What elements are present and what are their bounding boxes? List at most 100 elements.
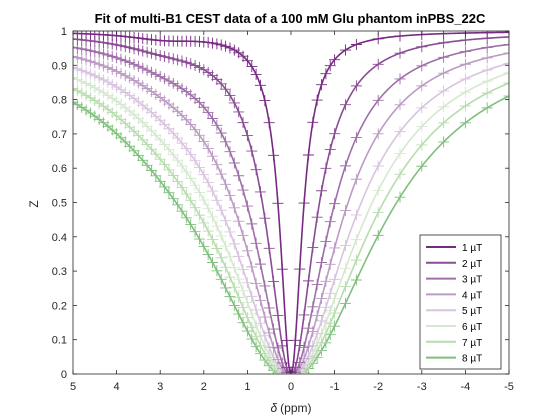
data-point-s5-64 (394, 126, 406, 138)
data-point-s2-12 (119, 41, 131, 53)
x-axis-label-symbol: δ (270, 401, 277, 415)
data-point-s4-4 (84, 55, 96, 67)
data-point-s4-41 (246, 261, 258, 273)
data-point-s6-65 (416, 120, 428, 132)
data-point-s5-0 (73, 61, 79, 73)
data-point-s4-59 (324, 258, 336, 270)
data-point-s1-16 (137, 33, 149, 45)
data-point-s1-44 (259, 95, 271, 107)
data-point-s7-63 (372, 207, 384, 219)
data-point-s4-35 (220, 178, 232, 190)
data-point-s5-9 (106, 78, 118, 90)
data-point-s5-37 (228, 238, 240, 250)
data-point-s8-41 (246, 333, 258, 345)
data-point-s3-61 (340, 160, 351, 172)
data-point-s5-11 (115, 84, 127, 96)
data-point-s5-33 (211, 194, 223, 206)
data-point-s8-21 (159, 181, 171, 193)
y-tick-label-3: 0.3 (52, 266, 67, 278)
data-point-s5-58 (320, 301, 332, 313)
data-point-s5-28 (189, 155, 201, 167)
data-point-s8-61 (340, 297, 351, 309)
data-point-s4-29 (193, 129, 205, 141)
data-point-s8-24 (172, 199, 184, 211)
data-point-s1-12 (119, 31, 131, 43)
data-point-s1-13 (124, 31, 136, 43)
data-point-s1-17 (141, 33, 153, 45)
data-point-s3-3 (80, 44, 92, 56)
data-point-s2-39 (237, 117, 249, 129)
data-point-s1-53 (298, 197, 310, 209)
legend-label-2: 2 µT (462, 259, 482, 270)
data-point-s5-6 (93, 72, 105, 84)
data-point-s8-69 (503, 90, 509, 102)
data-point-s2-42 (250, 164, 262, 176)
data-point-s5-7 (98, 74, 110, 86)
data-point-s8-28 (189, 226, 201, 238)
data-point-s5-23 (167, 127, 179, 139)
data-point-s4-39 (237, 230, 249, 242)
data-point-s7-15 (132, 130, 144, 142)
data-point-s7-30 (198, 217, 210, 229)
data-point-s8-16 (137, 154, 149, 166)
data-point-s5-2 (76, 64, 88, 76)
data-point-s5-35 (220, 215, 232, 227)
data-point-s5-59 (324, 287, 336, 299)
data-point-s3-5 (89, 46, 101, 58)
data-point-s2-43 (254, 186, 266, 198)
data-point-s5-31 (202, 177, 214, 189)
data-point-s1-42 (250, 68, 262, 80)
data-point-s6-0 (73, 72, 79, 84)
data-point-s5-10 (111, 81, 123, 93)
data-point-s6-31 (202, 202, 214, 214)
data-point-s1-52 (294, 263, 306, 275)
data-point-s6-40 (241, 296, 253, 308)
x-tick-label-8: -3 (417, 381, 427, 393)
data-point-s5-8 (102, 76, 114, 88)
data-point-s2-13 (124, 42, 136, 54)
data-point-s6-66 (438, 101, 450, 113)
data-point-s5-30 (198, 169, 210, 181)
data-point-s7-5 (89, 95, 101, 107)
data-point-s7-41 (246, 321, 258, 333)
data-point-s3-30 (198, 101, 210, 113)
y-tick-label-2: 0.2 (52, 300, 67, 312)
data-point-s7-33 (211, 243, 223, 255)
data-point-s4-13 (124, 72, 136, 84)
data-point-s1-33 (211, 38, 223, 50)
data-point-s7-65 (416, 139, 428, 151)
y-tick-label-4: 0.4 (52, 232, 67, 244)
data-point-s8-26 (180, 212, 192, 224)
data-point-s2-22 (163, 52, 175, 64)
data-point-s6-32 (207, 211, 219, 223)
data-point-s3-23 (167, 77, 179, 89)
data-point-s5-38 (233, 250, 245, 262)
data-point-s6-26 (180, 166, 192, 178)
data-point-s1-18 (145, 34, 157, 46)
data-point-s6-20 (154, 134, 166, 146)
data-point-s1-40 (241, 55, 253, 67)
data-point-s5-65 (416, 102, 428, 114)
data-point-s7-19 (150, 148, 162, 160)
data-point-s8-11 (115, 132, 127, 144)
data-point-s5-44 (259, 330, 271, 342)
data-point-s7-0 (73, 83, 79, 95)
x-tick-label-7: -2 (373, 381, 383, 393)
data-point-s7-24 (172, 175, 184, 187)
data-point-s7-31 (202, 225, 214, 237)
data-point-s6-22 (163, 144, 175, 156)
data-point-s5-13 (124, 89, 136, 101)
data-point-s5-61 (340, 240, 351, 252)
data-point-s4-61 (340, 204, 351, 216)
data-point-s3-39 (237, 184, 249, 196)
x-tick-label-2: 3 (157, 381, 163, 393)
data-point-s3-55 (307, 301, 319, 313)
data-point-s6-30 (198, 194, 210, 206)
legend-box (419, 234, 502, 370)
data-point-s1-36 (224, 42, 236, 54)
data-point-s1-48 (276, 263, 288, 275)
data-point-s6-61 (340, 262, 351, 274)
data-point-s8-60 (329, 320, 341, 332)
data-point-s2-26 (180, 56, 192, 68)
data-point-s4-58 (320, 275, 332, 287)
